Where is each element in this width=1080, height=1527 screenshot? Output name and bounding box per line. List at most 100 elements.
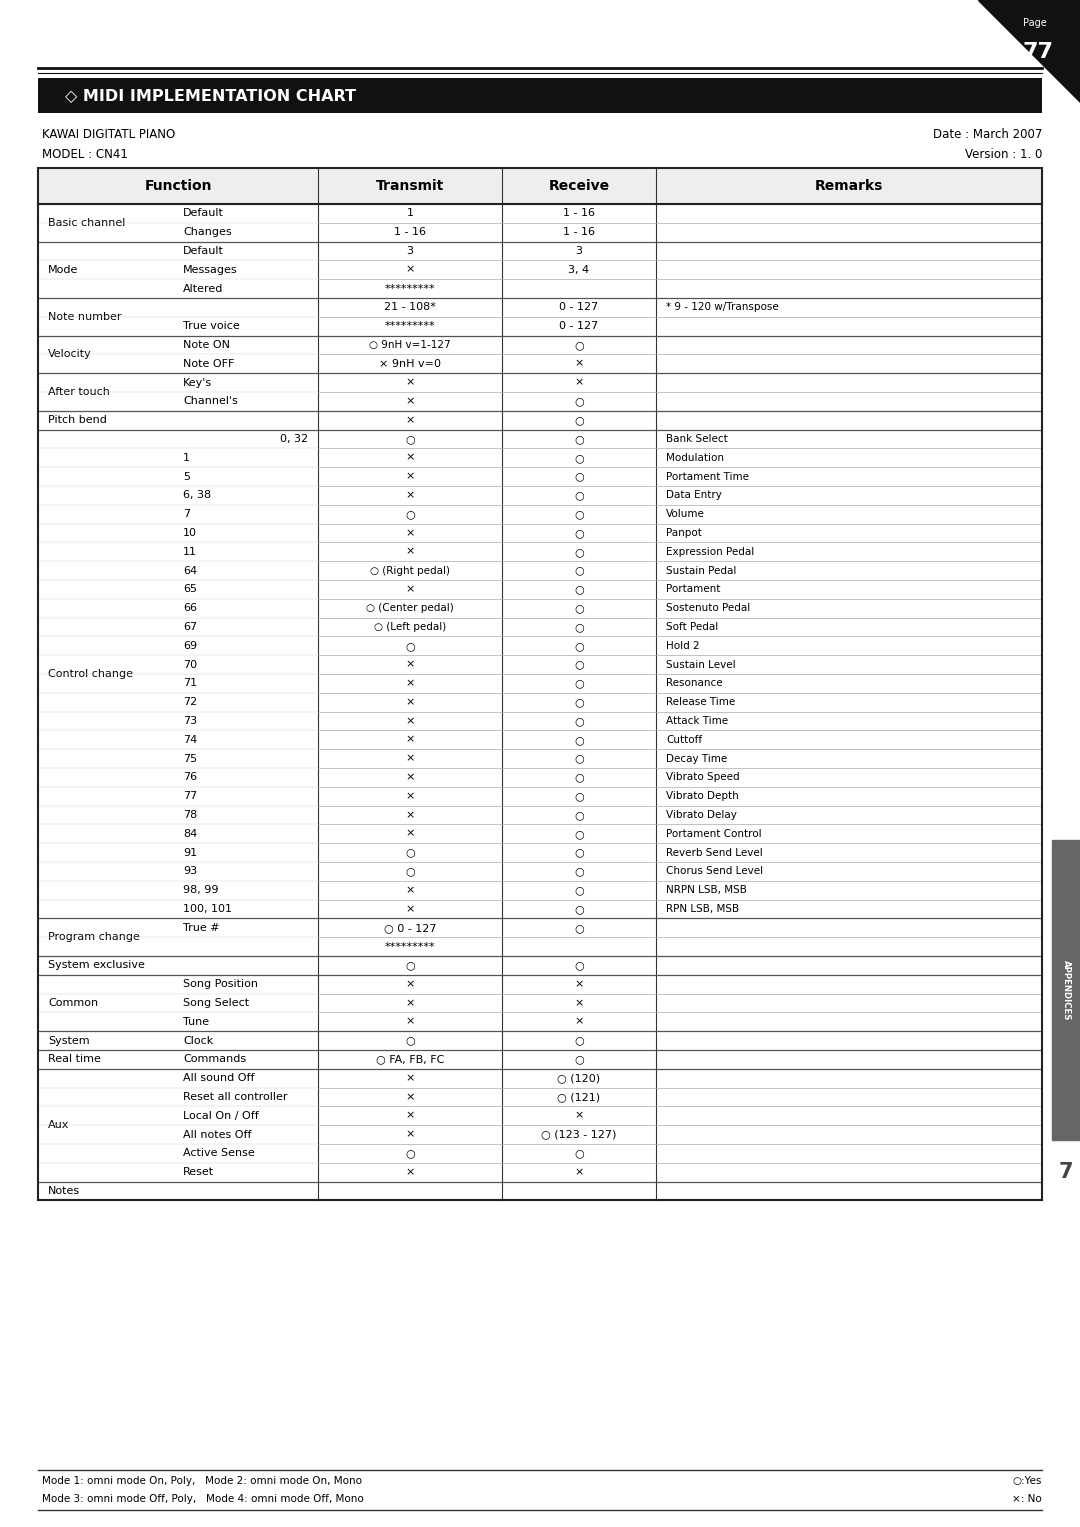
- Text: NRPN LSB, MSB: NRPN LSB, MSB: [666, 886, 747, 895]
- Text: ×: ×: [405, 397, 415, 406]
- Text: Reset all controller: Reset all controller: [183, 1092, 287, 1102]
- Text: ○ (120): ○ (120): [557, 1073, 600, 1083]
- Text: ×: ×: [405, 264, 415, 275]
- Text: ×: ×: [405, 472, 415, 481]
- Text: ○: ○: [575, 490, 584, 501]
- Text: Portament Time: Portament Time: [666, 472, 750, 481]
- Text: System: System: [48, 1035, 90, 1046]
- Text: Transmit: Transmit: [376, 179, 444, 192]
- Text: 3: 3: [406, 246, 414, 257]
- Text: 64: 64: [183, 565, 198, 576]
- Text: Altered: Altered: [183, 284, 224, 293]
- Text: ○: ○: [575, 565, 584, 576]
- Text: ○: ○: [575, 809, 584, 820]
- Text: ×: ×: [405, 660, 415, 670]
- Text: KAWAI DIGITATL PIANO: KAWAI DIGITATL PIANO: [42, 128, 175, 140]
- Text: ×: ×: [575, 979, 583, 989]
- Text: ○: ○: [575, 886, 584, 895]
- Text: 65: 65: [183, 585, 197, 594]
- Text: *********: *********: [384, 942, 435, 951]
- Text: True voice: True voice: [183, 321, 240, 331]
- Text: ×: ×: [405, 716, 415, 725]
- Text: ○: ○: [575, 791, 584, 802]
- Text: ×: ×: [405, 585, 415, 594]
- Text: ○: ○: [405, 641, 415, 651]
- Text: Commands: Commands: [183, 1055, 246, 1064]
- Text: Vibrato Delay: Vibrato Delay: [666, 809, 737, 820]
- Text: ○: ○: [575, 641, 584, 651]
- Text: After touch: After touch: [48, 386, 110, 397]
- Text: Hold 2: Hold 2: [666, 641, 700, 651]
- Text: 66: 66: [183, 603, 197, 614]
- Text: Note number: Note number: [48, 312, 121, 322]
- Text: Messages: Messages: [183, 264, 238, 275]
- Text: 1: 1: [183, 454, 190, 463]
- Text: Reverb Send Level: Reverb Send Level: [666, 847, 762, 858]
- Text: ○ 0 - 127: ○ 0 - 127: [383, 922, 436, 933]
- Text: Decay Time: Decay Time: [666, 754, 727, 764]
- Text: Active Sense: Active Sense: [183, 1148, 255, 1159]
- Text: Song Select: Song Select: [183, 999, 249, 1008]
- Text: 21 - 108*: 21 - 108*: [384, 302, 436, 313]
- Text: ○ (Right pedal): ○ (Right pedal): [370, 565, 450, 576]
- Text: ○: ○: [575, 547, 584, 557]
- Text: ○: ○: [575, 698, 584, 707]
- Text: 11: 11: [183, 547, 197, 557]
- Text: ×: ×: [405, 886, 415, 895]
- Text: Vibrato Depth: Vibrato Depth: [666, 791, 739, 802]
- Text: ○: ○: [405, 960, 415, 970]
- Text: Date : March 2007: Date : March 2007: [933, 128, 1042, 140]
- Text: Chorus Send Level: Chorus Send Level: [666, 866, 764, 876]
- Text: Data Entry: Data Entry: [666, 490, 721, 501]
- Text: 77: 77: [183, 791, 198, 802]
- Text: 98, 99: 98, 99: [183, 886, 218, 895]
- Text: System exclusive: System exclusive: [48, 960, 145, 970]
- Text: Velocity: Velocity: [48, 350, 92, 359]
- Text: Sustain Pedal: Sustain Pedal: [666, 565, 737, 576]
- Text: Sostenuto Pedal: Sostenuto Pedal: [666, 603, 751, 614]
- Text: Release Time: Release Time: [666, 698, 735, 707]
- Text: ×: ×: [405, 1167, 415, 1177]
- Text: ×: ×: [405, 415, 415, 425]
- Text: Soft Pedal: Soft Pedal: [666, 621, 718, 632]
- Text: 77: 77: [1023, 43, 1053, 63]
- Text: ○: ○: [575, 904, 584, 915]
- Text: ×: ×: [405, 528, 415, 538]
- Text: Note OFF: Note OFF: [183, 359, 234, 370]
- Text: APPENDICES: APPENDICES: [1062, 960, 1070, 1020]
- Text: ○: ○: [575, 454, 584, 463]
- Text: ○ (123 - 127): ○ (123 - 127): [541, 1130, 617, 1139]
- Text: ○: ○: [575, 1148, 584, 1159]
- Text: ○: ○: [575, 508, 584, 519]
- Text: Real time: Real time: [48, 1055, 100, 1064]
- Text: Default: Default: [183, 246, 224, 257]
- Text: ○: ○: [575, 603, 584, 614]
- Text: ○: ○: [405, 866, 415, 876]
- Text: 78: 78: [183, 809, 198, 820]
- Text: ○: ○: [575, 754, 584, 764]
- Text: ×: ×: [405, 904, 415, 915]
- Text: Tune: Tune: [183, 1017, 210, 1026]
- Text: ×: ×: [405, 773, 415, 782]
- Text: Clock: Clock: [183, 1035, 213, 1046]
- Text: Key's: Key's: [183, 377, 212, 388]
- Text: Remarks: Remarks: [814, 179, 883, 192]
- Text: ×: ×: [405, 1017, 415, 1026]
- Text: ×: ×: [575, 359, 583, 370]
- Polygon shape: [978, 0, 1080, 102]
- Text: ×: ×: [405, 1110, 415, 1121]
- Text: 6, 38: 6, 38: [183, 490, 211, 501]
- Text: ×: ×: [405, 734, 415, 745]
- Text: ○: ○: [405, 508, 415, 519]
- Text: ○: ○: [575, 472, 584, 481]
- Text: ○: ○: [575, 1035, 584, 1046]
- Text: Receive: Receive: [549, 179, 609, 192]
- Bar: [38, 78, 1042, 113]
- Text: 84: 84: [183, 829, 198, 838]
- Text: ○: ○: [575, 734, 584, 745]
- Text: ×: ×: [405, 829, 415, 838]
- Text: Vibrato Speed: Vibrato Speed: [666, 773, 740, 782]
- Text: Control change: Control change: [48, 669, 133, 680]
- Text: Basic channel: Basic channel: [48, 218, 125, 228]
- Text: ○: ○: [575, 341, 584, 350]
